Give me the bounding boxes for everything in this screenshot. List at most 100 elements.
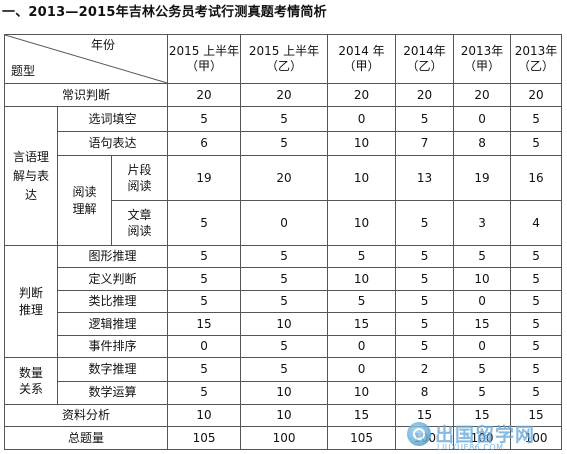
value-cell: 5 bbox=[510, 380, 563, 406]
value-cell: 0 bbox=[327, 334, 397, 359]
value-cell: 3 bbox=[453, 200, 512, 247]
value-cell: 20 bbox=[327, 82, 397, 108]
value-cell: 10 bbox=[327, 155, 397, 202]
value-cell: 5 bbox=[510, 334, 563, 359]
table-row: 常识判断 20 20 20 20 20 20 bbox=[3, 82, 563, 108]
row-label: 图形推理 bbox=[56, 245, 169, 269]
value-cell: 5 bbox=[395, 334, 455, 359]
value-cell: 0 bbox=[327, 106, 397, 132]
page-title: 一、2013—2015年吉林公务员考试行测真题考情简析 bbox=[2, 5, 327, 20]
row-label: 数字推理 bbox=[56, 357, 169, 382]
value-cell: 5 bbox=[240, 130, 329, 157]
value-cell: 2 bbox=[395, 357, 455, 382]
value-cell: 10 bbox=[327, 200, 397, 247]
value-cell: 8 bbox=[395, 380, 455, 406]
value-cell: 15 bbox=[327, 404, 397, 428]
value-cell: 5 bbox=[167, 357, 242, 382]
group-label-panduan: 判断推理 bbox=[4, 245, 58, 359]
value-cell: 0 bbox=[453, 106, 512, 132]
value-cell: 100 bbox=[510, 426, 563, 450]
value-cell: 5 bbox=[240, 334, 329, 359]
value-cell: 5 bbox=[167, 200, 242, 247]
group-label-yuedu: 阅读理解 bbox=[57, 155, 112, 247]
value-cell: 5 bbox=[453, 357, 512, 382]
value-cell: 15 bbox=[327, 312, 397, 336]
row-label: 逻辑推理 bbox=[56, 312, 169, 336]
row-label: 事件排序 bbox=[56, 334, 169, 359]
column-header: 2014年（乙） bbox=[395, 34, 455, 84]
value-cell: 5 bbox=[395, 245, 455, 269]
total-row: 总题量 105 100 105 100 100 100 bbox=[3, 426, 563, 450]
value-cell: 20 bbox=[510, 82, 563, 108]
value-cell: 10 bbox=[240, 312, 329, 336]
value-cell: 5 bbox=[167, 245, 242, 269]
watermark-text: 出国留学网 bbox=[435, 424, 536, 446]
corner-year-label: 年份 bbox=[91, 38, 116, 52]
value-cell: 5 bbox=[395, 267, 455, 291]
value-cell: 105 bbox=[327, 426, 397, 450]
column-header: 2013年（乙） bbox=[510, 34, 563, 84]
group-label-yanyu: 言语理解与表达 bbox=[4, 106, 58, 247]
row-label: 常识判断 bbox=[3, 82, 169, 108]
value-cell: 100 bbox=[453, 426, 512, 450]
diagonal-line bbox=[5, 35, 167, 83]
table-row: 逻辑推理 15 10 15 5 15 5 bbox=[5, 312, 563, 336]
corner-header-cell: 年份 题型 bbox=[3, 34, 169, 84]
value-cell: 5 bbox=[395, 106, 455, 132]
value-cell: 10 bbox=[240, 404, 329, 428]
row-label: 总题量 bbox=[3, 426, 169, 450]
value-cell: 5 bbox=[167, 380, 242, 406]
value-cell: 10 bbox=[327, 130, 397, 157]
column-header: 2015 上半年（乙） bbox=[240, 34, 329, 84]
row-label: 选词填空 bbox=[56, 106, 169, 132]
table-row: 语句表达 6 5 10 7 8 5 bbox=[5, 130, 563, 157]
value-cell: 5 bbox=[167, 267, 242, 291]
globe-logo-icon bbox=[407, 422, 431, 446]
column-header: 2015 上半年（甲） bbox=[167, 34, 242, 84]
value-cell: 0 bbox=[167, 334, 242, 359]
value-cell: 0 bbox=[453, 289, 512, 314]
value-cell: 5 bbox=[167, 289, 242, 314]
value-cell: 10 bbox=[240, 380, 329, 406]
watermark: 出国留学网 LIUXUE86.COM bbox=[407, 422, 563, 452]
table-row: 事件排序 0 5 0 5 0 5 bbox=[5, 334, 563, 359]
table-row: 资料分析 10 10 15 15 15 15 bbox=[3, 404, 563, 428]
value-cell: 5 bbox=[395, 289, 455, 314]
value-cell: 5 bbox=[510, 357, 563, 382]
value-cell: 5 bbox=[240, 245, 329, 269]
value-cell: 16 bbox=[510, 155, 563, 202]
value-cell: 5 bbox=[327, 289, 397, 314]
row-label: 类比推理 bbox=[56, 289, 169, 314]
value-cell: 5 bbox=[395, 312, 455, 336]
watermark-url: LIUXUE86.COM bbox=[437, 443, 504, 452]
row-label: 数学运算 bbox=[56, 380, 169, 406]
group-label-shuliang: 数量关系 bbox=[4, 357, 58, 406]
value-cell: 10 bbox=[453, 267, 512, 291]
value-cell: 0 bbox=[240, 200, 329, 247]
value-cell: 5 bbox=[240, 106, 329, 132]
value-cell: 105 bbox=[167, 426, 242, 450]
table-row: 言语理解与表达 选词填空 5 5 0 5 0 5 bbox=[4, 106, 563, 247]
value-cell: 0 bbox=[327, 357, 397, 382]
table-row: 文章阅读 5 0 10 5 3 4 bbox=[5, 200, 563, 247]
value-cell: 20 bbox=[395, 82, 455, 108]
table-row: 定义判断 5 5 10 5 10 5 bbox=[5, 267, 563, 291]
value-cell: 100 bbox=[240, 426, 329, 450]
value-cell: 5 bbox=[510, 267, 563, 291]
table-row: 判断推理 图形推理 5 5 5 5 5 5 bbox=[4, 245, 563, 359]
value-cell: 13 bbox=[395, 155, 455, 202]
value-cell: 4 bbox=[510, 200, 563, 247]
value-cell: 20 bbox=[240, 82, 329, 108]
table-row: 数量关系 数字推理 5 5 0 2 5 5 bbox=[4, 357, 563, 406]
value-cell: 19 bbox=[167, 155, 242, 202]
value-cell: 19 bbox=[453, 155, 512, 202]
value-cell: 6 bbox=[167, 130, 242, 157]
column-header: 2013年（甲） bbox=[453, 34, 512, 84]
value-cell: 15 bbox=[453, 312, 512, 336]
value-cell: 5 bbox=[240, 267, 329, 291]
value-cell: 5 bbox=[240, 357, 329, 382]
value-cell: 0 bbox=[453, 334, 512, 359]
column-header: 2014 年（甲） bbox=[327, 34, 397, 84]
value-cell: 5 bbox=[327, 245, 397, 269]
exam-analysis-table: 年份 题型 2015 上半年（甲） 2015 上半年（乙） 2014 年（甲） … bbox=[3, 34, 563, 450]
